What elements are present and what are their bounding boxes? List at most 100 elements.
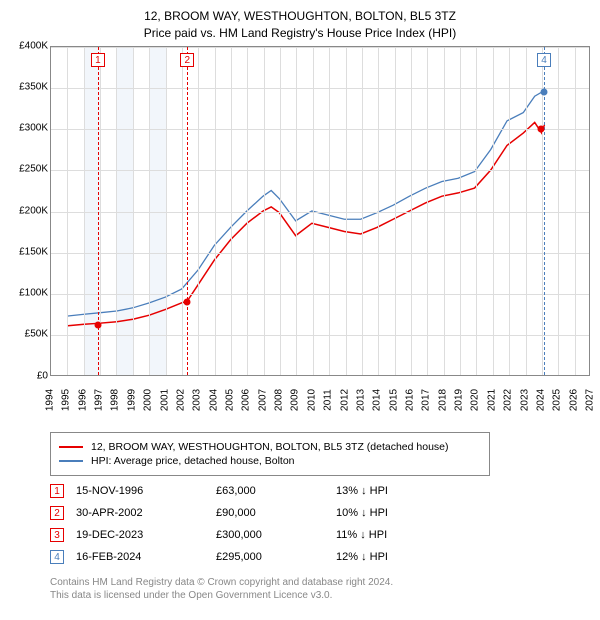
series-marker-price_paid: [94, 321, 101, 328]
legend-row-series-2: HPI: Average price, detached house, Bolt…: [59, 455, 481, 467]
legend-label-1: 12, BROOM WAY, WESTHOUGHTON, BOLTON, BL5…: [91, 441, 449, 453]
footer-line2: This data is licensed under the Open Gov…: [50, 589, 592, 602]
event-price: £300,000: [216, 529, 336, 541]
x-axis-labels: 1994199519961997199819992000200120022003…: [50, 378, 590, 426]
event-row: 319-DEC-2023£300,00011% ↓ HPI: [50, 524, 592, 546]
x-tick-label: 2012: [339, 388, 350, 410]
x-tick-label: 2002: [175, 388, 186, 410]
event-row: 230-APR-2002£90,00010% ↓ HPI: [50, 502, 592, 524]
x-tick-label: 1997: [94, 388, 105, 410]
legend-swatch-2: [59, 460, 83, 462]
x-tick-label: 2005: [225, 388, 236, 410]
event-row: 416-FEB-2024£295,00012% ↓ HPI: [50, 546, 592, 568]
grid-line-v: [247, 47, 248, 375]
events-table: 115-NOV-1996£63,00013% ↓ HPI230-APR-2002…: [50, 480, 592, 568]
grid-line-v: [346, 47, 347, 375]
x-tick-label: 2006: [241, 388, 252, 410]
grid-line-v: [84, 47, 85, 375]
grid-line-v: [427, 47, 428, 375]
y-tick-label: £300K: [19, 123, 48, 134]
event-row-marker: 2: [50, 506, 64, 520]
grid-line-v: [329, 47, 330, 375]
y-tick-label: £200K: [19, 205, 48, 216]
series-marker-price_paid: [184, 299, 191, 306]
event-date: 19-DEC-2023: [76, 529, 216, 541]
grid-line-v: [378, 47, 379, 375]
event-marker-box: 2: [180, 53, 194, 67]
grid-line-v: [509, 47, 510, 375]
chart-title-block: 12, BROOM WAY, WESTHOUGHTON, BOLTON, BL5…: [8, 8, 592, 42]
x-tick-label: 2021: [486, 388, 497, 410]
y-tick-label: £400K: [19, 40, 48, 51]
x-tick-label: 2007: [257, 388, 268, 410]
y-tick-label: £100K: [19, 288, 48, 299]
event-row-marker: 4: [50, 550, 64, 564]
x-tick-label: 2025: [552, 388, 563, 410]
event-marker-box: 1: [91, 53, 105, 67]
legend-swatch-1: [59, 446, 83, 448]
series-line-hpi: [68, 88, 544, 316]
x-tick-label: 2013: [355, 388, 366, 410]
grid-line-v: [116, 47, 117, 375]
x-tick-label: 1998: [110, 388, 121, 410]
grid-line-v: [476, 47, 477, 375]
x-tick-label: 2023: [519, 388, 530, 410]
x-tick-label: 1996: [77, 388, 88, 410]
footer-attribution: Contains HM Land Registry data © Crown c…: [50, 576, 592, 602]
grid-line-v: [444, 47, 445, 375]
legend-box: 12, BROOM WAY, WESTHOUGHTON, BOLTON, BL5…: [50, 432, 490, 476]
grid-line-v: [575, 47, 576, 375]
y-tick-label: £50K: [25, 329, 48, 340]
plot-area: 1 2 4: [50, 46, 590, 376]
x-tick-label: 2022: [503, 388, 514, 410]
grid-line-v: [395, 47, 396, 375]
x-tick-label: 2001: [159, 388, 170, 410]
x-tick-label: 2010: [306, 388, 317, 410]
x-tick-label: 2004: [208, 388, 219, 410]
x-tick-label: 1995: [61, 388, 72, 410]
grid-line-v: [264, 47, 265, 375]
event-price: £295,000: [216, 551, 336, 563]
x-tick-label: 2003: [192, 388, 203, 410]
y-axis-labels: £0£50K£100K£150K£200K£250K£300K£350K£400…: [8, 46, 50, 376]
x-tick-label: 2019: [454, 388, 465, 410]
event-price: £90,000: [216, 507, 336, 519]
event-delta: 10% ↓ HPI: [336, 507, 456, 519]
event-marker-box: 4: [537, 53, 551, 67]
event-date: 16-FEB-2024: [76, 551, 216, 563]
grid-line-v: [182, 47, 183, 375]
y-tick-label: £0: [37, 370, 48, 381]
x-tick-label: 2011: [323, 389, 334, 411]
series-marker-hpi: [541, 88, 548, 95]
x-tick-label: 2014: [372, 388, 383, 410]
grid-line-v: [362, 47, 363, 375]
grid-line-v: [231, 47, 232, 375]
grid-line-v: [411, 47, 412, 375]
y-tick-label: £150K: [19, 246, 48, 257]
x-tick-label: 2017: [421, 388, 432, 410]
x-tick-label: 1999: [126, 388, 137, 410]
grid-line-v: [493, 47, 494, 375]
x-tick-label: 2000: [143, 388, 154, 410]
event-row-marker: 1: [50, 484, 64, 498]
grid-line-v: [166, 47, 167, 375]
grid-line-v: [67, 47, 68, 375]
grid-line-v: [460, 47, 461, 375]
event-date: 15-NOV-1996: [76, 485, 216, 497]
series-marker-price_paid: [538, 126, 545, 133]
event-row-marker: 3: [50, 528, 64, 542]
x-tick-label: 2008: [274, 388, 285, 410]
y-tick-label: £250K: [19, 164, 48, 175]
event-delta: 13% ↓ HPI: [336, 485, 456, 497]
event-price: £63,000: [216, 485, 336, 497]
y-tick-label: £350K: [19, 81, 48, 92]
footer-line1: Contains HM Land Registry data © Crown c…: [50, 576, 592, 589]
x-tick-label: 2024: [535, 388, 546, 410]
event-dash-line: [544, 47, 545, 375]
legend-row-series-1: 12, BROOM WAY, WESTHOUGHTON, BOLTON, BL5…: [59, 441, 481, 453]
grid-line-v: [296, 47, 297, 375]
grid-line-v: [149, 47, 150, 375]
chart-container: £0£50K£100K£150K£200K£250K£300K£350K£400…: [8, 46, 592, 426]
grid-line-v: [313, 47, 314, 375]
x-tick-label: 2018: [437, 388, 448, 410]
